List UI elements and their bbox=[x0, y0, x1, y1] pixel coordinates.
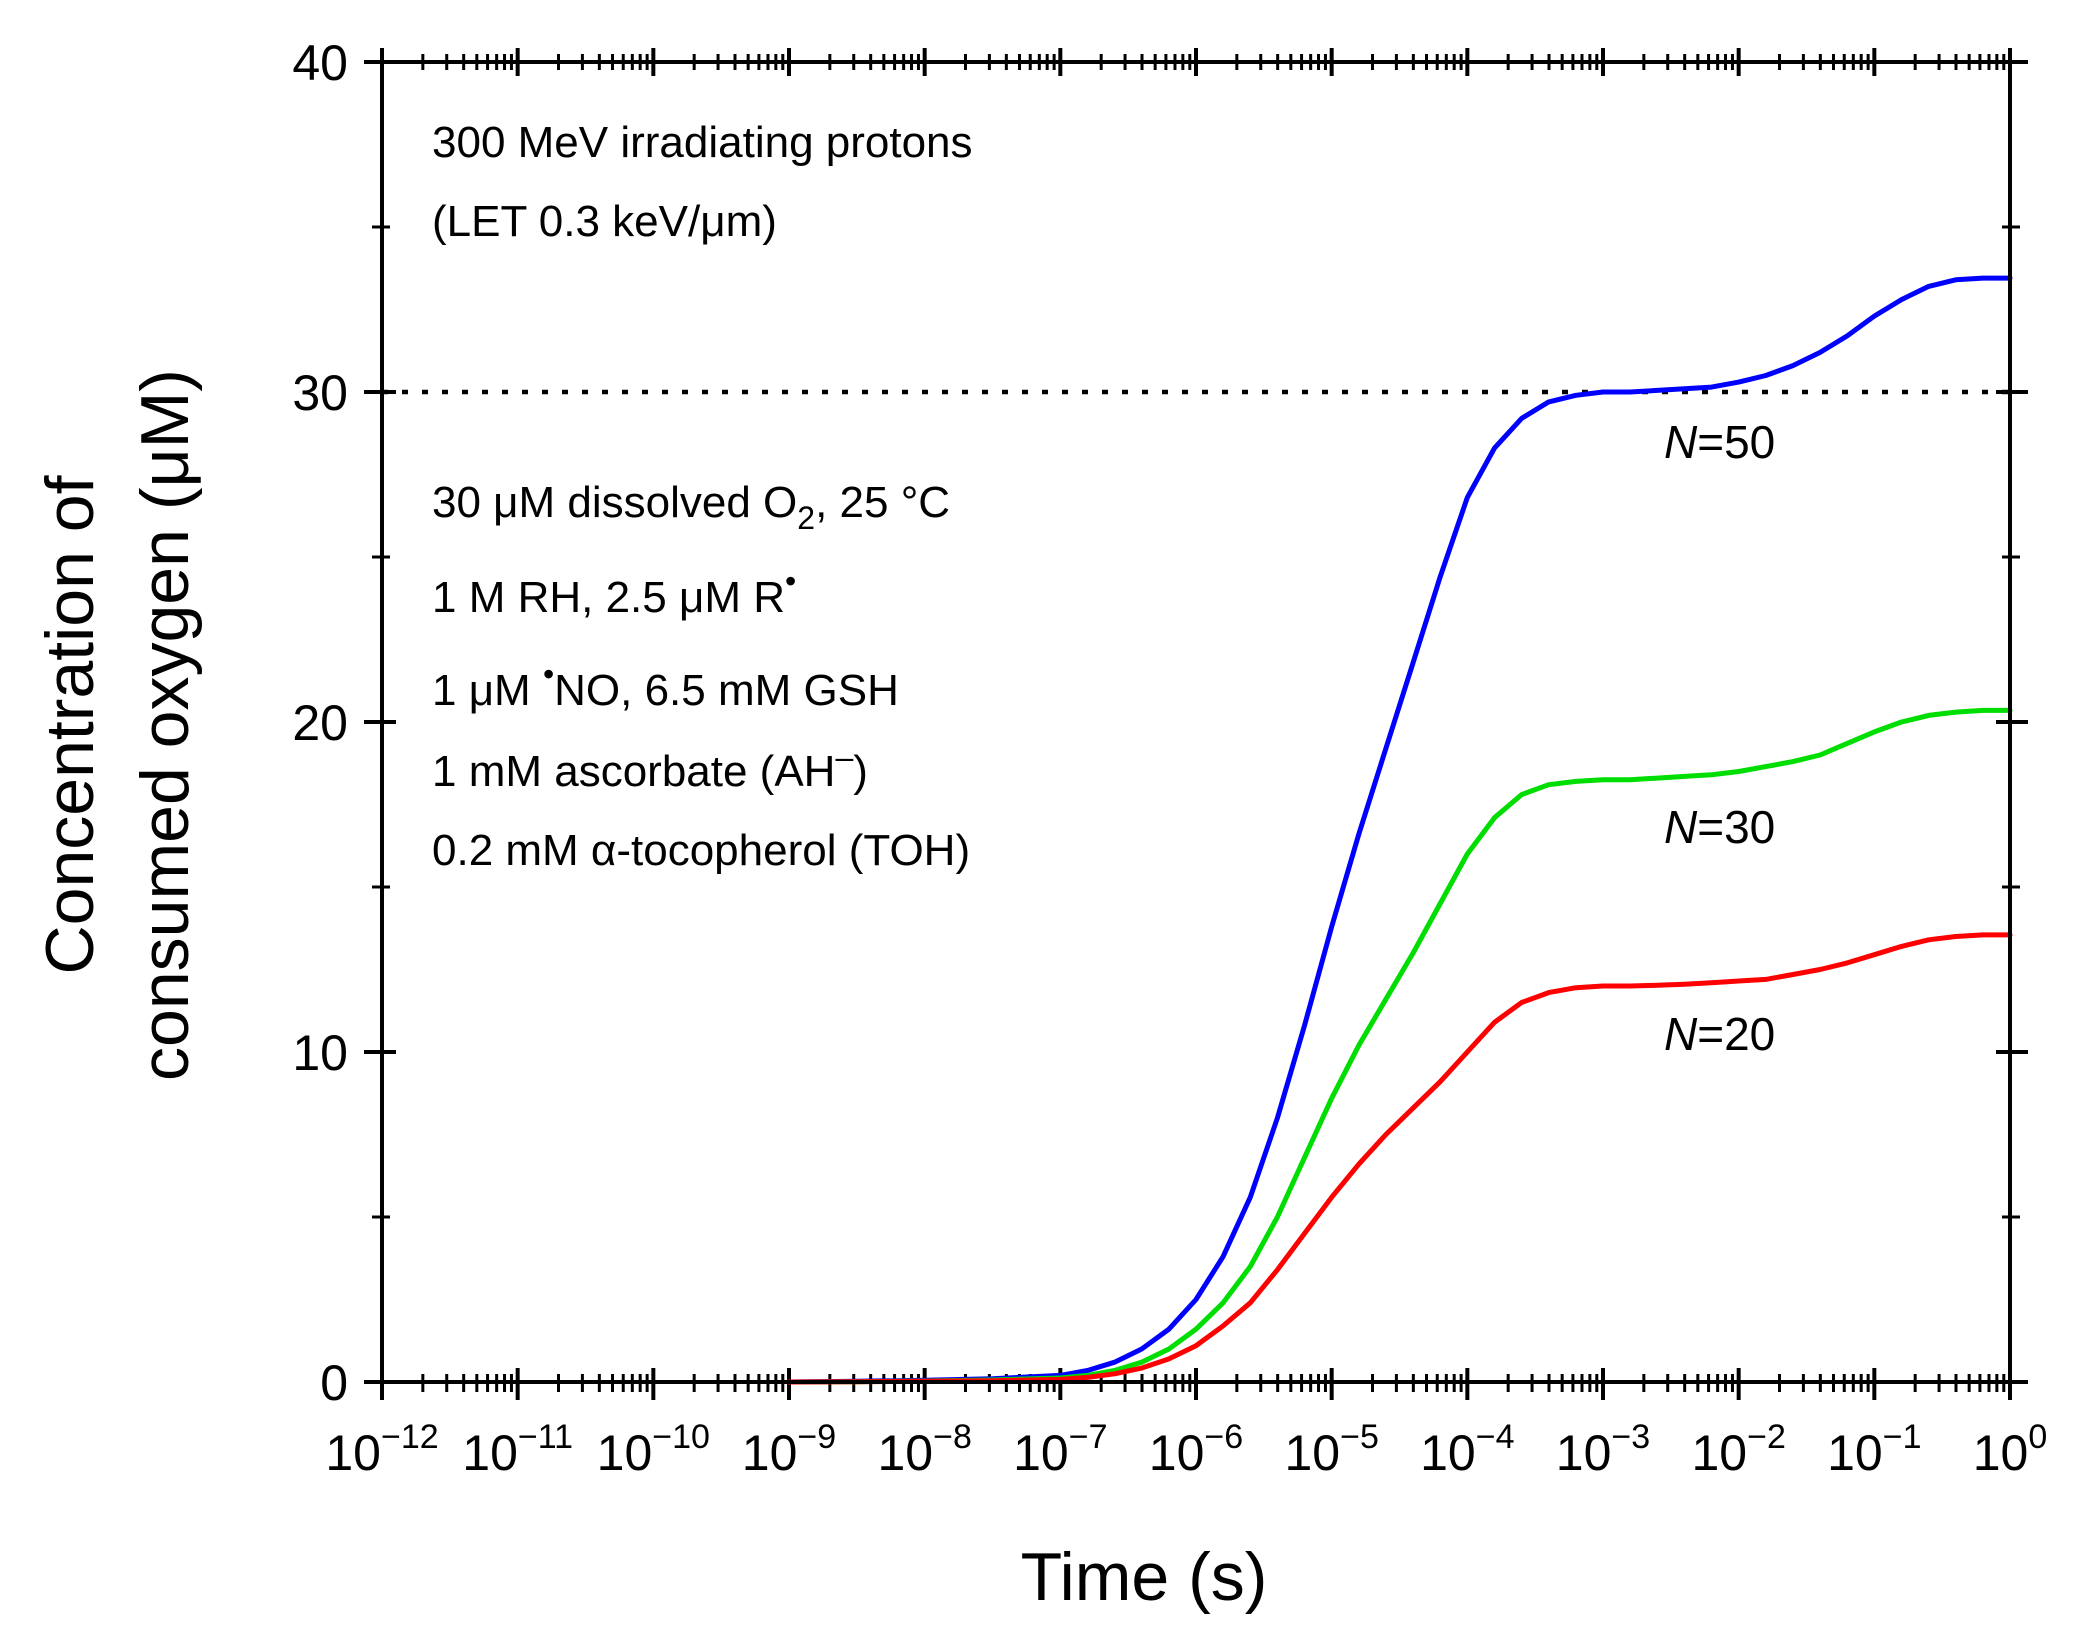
plot-frame bbox=[380, 60, 2012, 1384]
x-tick-label: 10−1 bbox=[1827, 1418, 1921, 1481]
y-tick-label: 20 bbox=[292, 695, 348, 751]
x-tick-label: 10−11 bbox=[462, 1418, 573, 1481]
series-label-n30: N=30 bbox=[1664, 801, 1775, 853]
x-tick-label: 10−2 bbox=[1691, 1418, 1785, 1481]
series-lines bbox=[786, 275, 2013, 1385]
series-label-n20: N=20 bbox=[1664, 1008, 1775, 1060]
y-tick-label: 0 bbox=[320, 1355, 348, 1411]
y-axis-title-line1: Concentration of bbox=[32, 475, 108, 974]
tick-labels: 10−12 10−11 10−10 10−9 10−8 10−7 10−6 10−5 10−4 1… bbox=[292, 35, 2047, 1481]
y-tick-label: 10 bbox=[292, 1025, 348, 1081]
x-tick-label: 10−6 bbox=[1149, 1418, 1243, 1481]
x-tick-label: 100 bbox=[1973, 1418, 2048, 1481]
annotation-let: (LET 0.3 keV/μm) bbox=[432, 197, 777, 246]
y-tick-label: 30 bbox=[292, 365, 348, 421]
annotation-dissolved-o2: 30 μM dissolved O2, 25 °C bbox=[432, 478, 950, 536]
y-tick-label: 40 bbox=[292, 35, 348, 91]
y-axis-title-line2: consumed oxygen (μM) bbox=[127, 369, 203, 1081]
x-tick-label: 10−9 bbox=[742, 1418, 836, 1481]
series-line-n30 bbox=[786, 707, 2013, 1385]
x-tick-label: 10−12 bbox=[325, 1418, 438, 1481]
series-label-n50: N=50 bbox=[1664, 416, 1775, 468]
axis-ticks bbox=[364, 48, 2028, 1400]
x-tick-label: 10−4 bbox=[1420, 1418, 1514, 1481]
x-tick-label: 10−8 bbox=[877, 1418, 971, 1481]
x-tick-label: 10−10 bbox=[597, 1418, 710, 1481]
series-line-n20 bbox=[786, 932, 2013, 1385]
annotation-rh: 1 M RH, 2.5 μM R• bbox=[432, 563, 796, 622]
x-axis-title: Time (s) bbox=[1021, 1539, 1268, 1615]
series-line-n50 bbox=[786, 275, 2013, 1385]
x-tick-label: 10−5 bbox=[1284, 1418, 1378, 1481]
annotation-tocopherol: 0.2 mM α-tocopherol (TOH) bbox=[432, 826, 970, 875]
annotation-ascorbate: 1 mM ascorbate (AH–) bbox=[432, 739, 868, 796]
annotation-no-gsh: 1 μM •NO, 6.5 mM GSH bbox=[432, 656, 899, 715]
x-tick-label: 10−7 bbox=[1013, 1418, 1107, 1481]
x-tick-label: 10−3 bbox=[1556, 1418, 1650, 1481]
annotation-proton-energy: 300 MeV irradiating protons bbox=[432, 118, 973, 167]
